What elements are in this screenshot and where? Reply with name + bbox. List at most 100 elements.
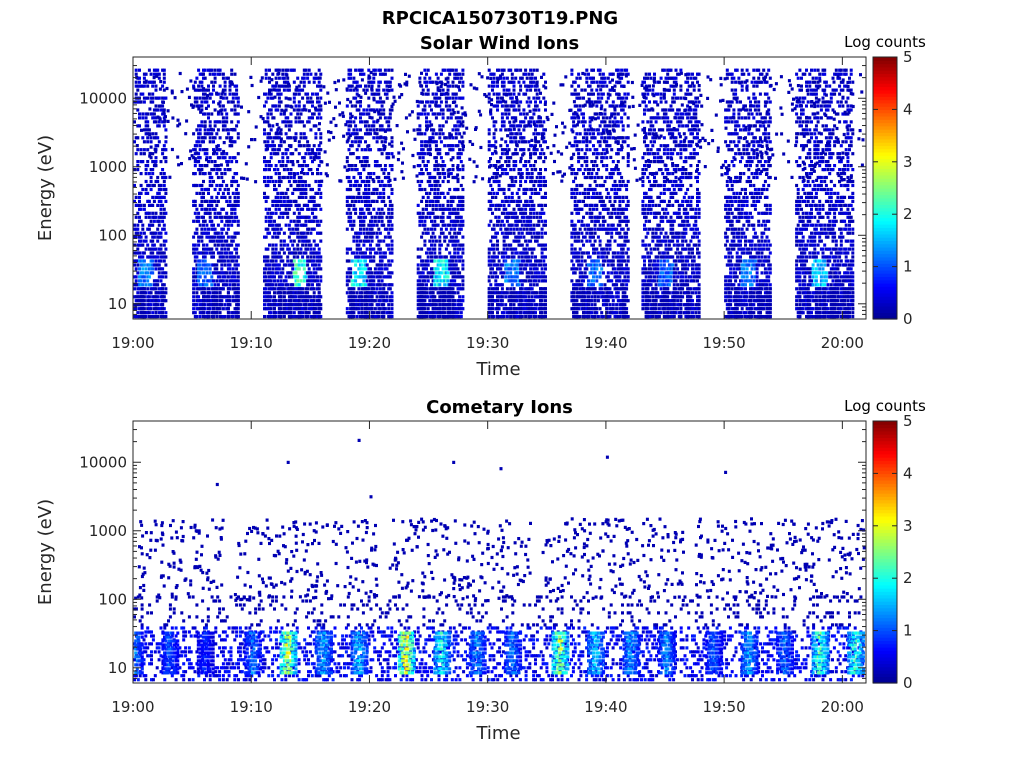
heatmap-cell	[509, 279, 513, 283]
heatmap-cell	[151, 132, 155, 136]
heatmap-cell	[504, 140, 508, 144]
heatmap-cell	[299, 295, 303, 299]
heatmap-cell	[274, 195, 278, 199]
heatmap-cell	[281, 267, 285, 271]
heatmap-cell	[297, 116, 301, 120]
heatmap-cell	[289, 315, 293, 319]
heatmap-cell	[289, 175, 293, 180]
heatmap-cell	[373, 187, 377, 192]
heatmap-cell	[491, 243, 494, 247]
heatmap-cell	[433, 179, 437, 184]
heatmap-cell	[271, 287, 275, 291]
heatmap-cell	[510, 299, 514, 303]
heatmap-cell	[149, 247, 153, 251]
heatmap-cell	[221, 179, 225, 184]
heatmap-cell	[136, 160, 140, 164]
heatmap-cell	[517, 172, 521, 176]
heatmap-cell	[418, 287, 422, 291]
heatmap-cell	[529, 263, 533, 267]
heatmap-cell	[212, 100, 215, 104]
heatmap-cell	[309, 299, 313, 303]
heatmap-cell	[142, 251, 146, 255]
heatmap-cell	[156, 179, 160, 184]
heatmap-cell	[443, 315, 447, 319]
heatmap-cell	[200, 100, 204, 104]
heatmap-cell	[151, 211, 155, 215]
heatmap-cell	[286, 148, 290, 152]
heatmap-cell	[525, 175, 529, 180]
heatmap-cell	[231, 219, 235, 223]
heatmap-cell	[136, 100, 140, 104]
heatmap-cell	[212, 199, 215, 203]
heatmap-cell	[425, 295, 428, 299]
heatmap-cell	[141, 303, 145, 307]
heatmap-cell	[439, 259, 443, 263]
heatmap-cell	[146, 183, 150, 188]
heatmap-cell	[438, 271, 442, 275]
heatmap-cell	[276, 136, 280, 140]
heatmap-cell	[514, 235, 518, 239]
heatmap-cell	[161, 148, 165, 152]
heatmap-cell	[296, 76, 300, 80]
heatmap-cell	[233, 140, 237, 144]
heatmap-cell	[235, 84, 239, 88]
heatmap-cell	[377, 263, 381, 267]
heatmap-cell	[276, 271, 280, 275]
heatmap-cell	[382, 239, 386, 243]
heatmap-cell	[231, 92, 235, 96]
heatmap-cell	[274, 179, 278, 184]
heatmap-cell	[349, 223, 353, 227]
heatmap-cell	[383, 72, 387, 76]
heatmap-cell	[507, 311, 511, 315]
heatmap-cell	[146, 191, 150, 195]
heatmap-cell	[441, 307, 445, 311]
heatmap-cell	[223, 80, 227, 84]
heatmap-cell	[226, 187, 230, 192]
heatmap-cell	[456, 156, 460, 160]
heatmap-cell	[428, 311, 432, 315]
heatmap-cell	[202, 303, 205, 307]
heatmap-cell	[269, 211, 273, 215]
heatmap-cell	[446, 267, 450, 271]
heatmap-cell	[216, 148, 220, 152]
heatmap-cell	[425, 259, 428, 263]
heatmap-cell	[362, 179, 366, 184]
heatmap-cell	[210, 195, 214, 199]
heatmap-cell	[162, 255, 166, 259]
heatmap-cell	[277, 267, 281, 271]
heatmap-cell	[220, 259, 224, 263]
heatmap-cell	[355, 156, 359, 160]
heatmap-cell	[208, 203, 212, 207]
heatmap-cell	[304, 215, 308, 219]
heatmap-cell	[263, 255, 266, 259]
heatmap-cell	[157, 183, 161, 188]
heatmap-cell	[162, 239, 166, 243]
heatmap-cell	[517, 124, 521, 128]
heatmap-cell	[133, 287, 136, 291]
heatmap-cell	[287, 227, 291, 231]
heatmap-cell	[233, 287, 237, 291]
heatmap-cell	[193, 259, 197, 263]
heatmap-cell	[271, 283, 275, 287]
heatmap-cell	[515, 235, 519, 239]
heatmap-cell	[499, 315, 503, 319]
heatmap-cell	[494, 215, 498, 219]
heatmap-cell	[197, 271, 201, 275]
heatmap-cell	[273, 183, 276, 188]
heatmap-cell	[359, 315, 362, 319]
heatmap-cell	[387, 307, 391, 311]
heatmap-cell	[136, 251, 140, 255]
heatmap-cell	[491, 247, 494, 251]
heatmap-cell	[203, 259, 207, 263]
heatmap-cell	[360, 179, 364, 184]
heatmap-cell	[383, 267, 387, 271]
heatmap-cell	[279, 255, 283, 259]
heatmap-cell	[492, 179, 496, 184]
heatmap-cell	[507, 295, 511, 299]
heatmap-cell	[213, 120, 217, 124]
heatmap-cell	[362, 231, 366, 235]
heatmap-cell	[223, 168, 227, 172]
heatmap-cell	[453, 283, 457, 287]
heatmap-cell	[434, 303, 438, 307]
heatmap-cell	[146, 287, 150, 291]
